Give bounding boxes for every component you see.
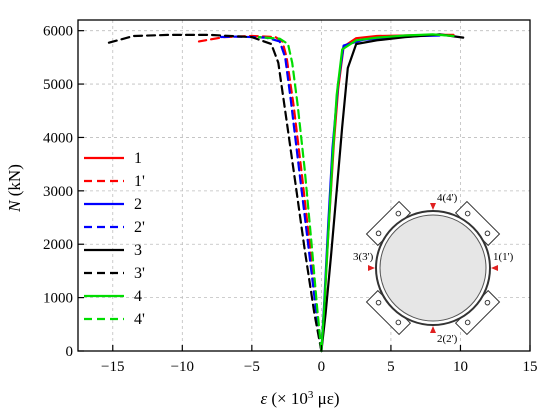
gauge-label-3: 3(3') (353, 251, 374, 263)
legend-label: 3' (134, 265, 145, 282)
legend-label: 2 (134, 196, 142, 213)
series-line-6 (104, 33, 323, 353)
x-tick-label: 0 (318, 359, 326, 375)
gauge-label-2: 2(2') (437, 333, 458, 345)
x-tick-label: 15 (523, 359, 538, 375)
legend-label: 2' (134, 219, 145, 236)
x-tick-label: 5 (387, 359, 395, 375)
y-tick-label: 2000 (43, 237, 73, 253)
y-tick-label: 5000 (43, 77, 73, 93)
y-tick-label: 1000 (43, 291, 73, 307)
gauge-label-1: 1(1') (493, 251, 514, 263)
gauge-label-4: 4(4') (437, 192, 458, 204)
x-tick-label: −10 (171, 359, 194, 375)
series-line-7 (320, 33, 455, 353)
legend-label: 4 (134, 288, 142, 305)
y-tick-label: 0 (66, 344, 74, 360)
y-axis-title: N (kN) (5, 164, 24, 213)
series-line-4 (216, 35, 323, 353)
y-tick-label: 3000 (43, 184, 73, 200)
series-line-5 (320, 33, 465, 353)
x-tick-label: −5 (244, 359, 260, 375)
axis-ticks: −15 −10 −5 0 5 10 15 0 1000 2000 3000 4000 5000 6000 (43, 24, 538, 375)
legend-label: 3 (134, 242, 142, 259)
legend-label: 1' (134, 173, 145, 190)
steel-plates (365, 200, 501, 336)
series-line-8 (257, 35, 323, 353)
y-tick-label: 6000 (43, 24, 73, 40)
plot-frame (77, 19, 531, 352)
y-tick-label: 4000 (43, 130, 73, 146)
column-section-inset: 4(4') 1(1') 2(2') 3(3') (353, 192, 514, 345)
x-tick-label: 10 (453, 359, 468, 375)
x-tick-label: −15 (101, 359, 124, 375)
concrete-core (379, 214, 487, 322)
x-axis-title: ε (× 103 με) (260, 389, 339, 408)
strain-gauges (368, 203, 498, 333)
legend-label: 4' (134, 311, 145, 328)
legend: 1 1' 2 2' 3 3' 4 4' (84, 150, 145, 328)
series-lines (104, 33, 465, 353)
legend-label: 1 (134, 150, 142, 167)
